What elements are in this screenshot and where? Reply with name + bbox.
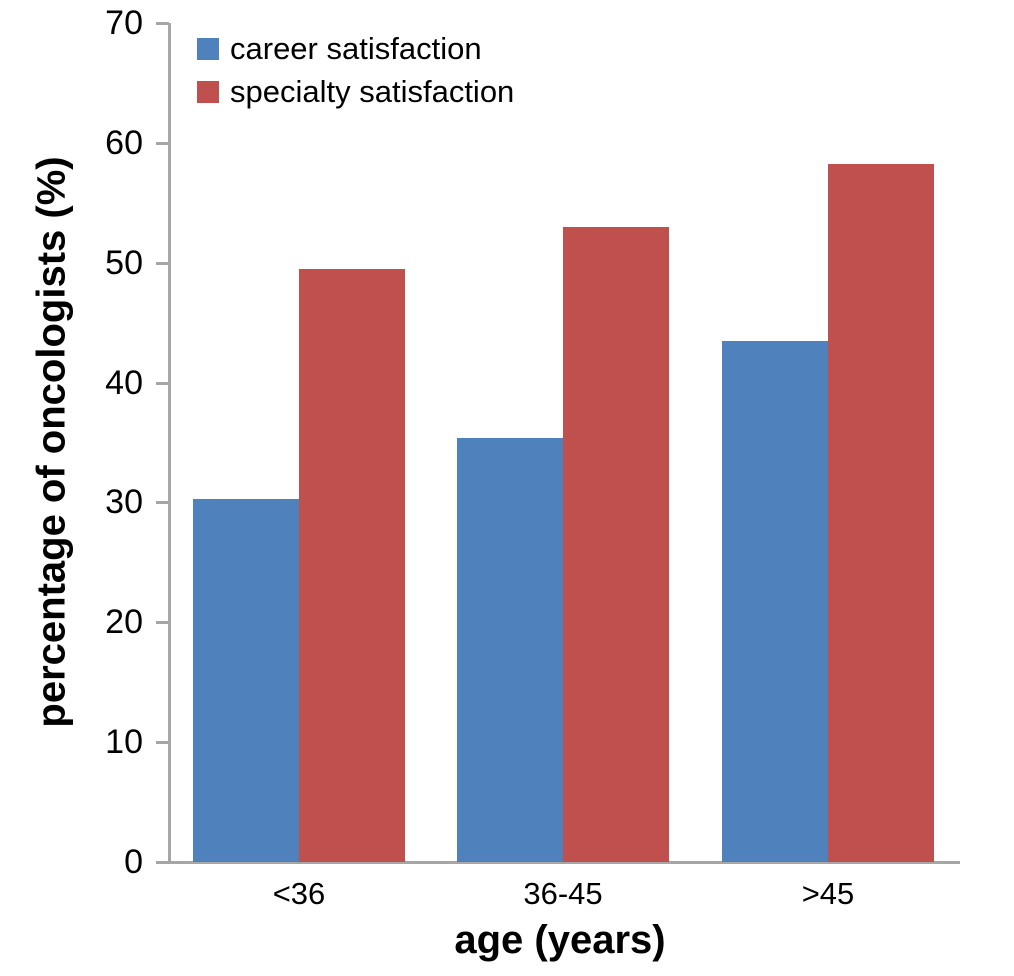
y-tick-label: 10: [105, 723, 143, 762]
y-tick-label: 30: [105, 483, 143, 522]
legend-swatch-icon: [197, 80, 219, 103]
x-tick-label: 36-45: [523, 876, 603, 911]
bar-series0-cat0: [193, 498, 299, 862]
y-tick-label: 0: [124, 843, 143, 881]
y-tick-label: 50: [105, 243, 143, 282]
legend-label: specialty satisfaction: [230, 73, 515, 109]
legend-item: career satisfaction: [197, 27, 514, 70]
x-axis-title: age (years): [454, 918, 666, 962]
y-axis-line: [168, 23, 171, 864]
y-tick-label: 60: [105, 123, 143, 162]
legend-item: specialty satisfaction: [197, 70, 514, 113]
x-axis-line: [168, 861, 960, 864]
x-tick-label: >45: [801, 876, 855, 911]
y-tick-mark: [156, 741, 169, 745]
y-tick-mark: [156, 141, 169, 145]
y-tick-label: 40: [105, 363, 143, 402]
bar-series0-cat2: [722, 340, 828, 862]
y-tick-label: 20: [105, 603, 143, 642]
legend-swatch-icon: [197, 37, 219, 60]
legend: career satisfaction specialty satisfactio…: [197, 27, 514, 113]
y-tick-mark: [156, 381, 169, 385]
y-tick-label: 70: [105, 4, 143, 42]
bar-series0-cat1: [457, 437, 563, 862]
y-tick-mark: [156, 861, 169, 864]
legend-label: career satisfaction: [230, 30, 482, 66]
x-tick-label: <36: [272, 876, 326, 911]
y-tick-mark: [156, 261, 169, 265]
y-axis-title: percentage of oncologists (%): [29, 156, 74, 728]
bar-series1-cat1: [563, 226, 669, 862]
y-tick-mark: [156, 621, 169, 625]
bar-series1-cat2: [828, 164, 934, 862]
bar-series1-cat0: [299, 268, 405, 862]
y-tick-mark: [156, 501, 169, 505]
y-tick-mark: [156, 22, 169, 25]
